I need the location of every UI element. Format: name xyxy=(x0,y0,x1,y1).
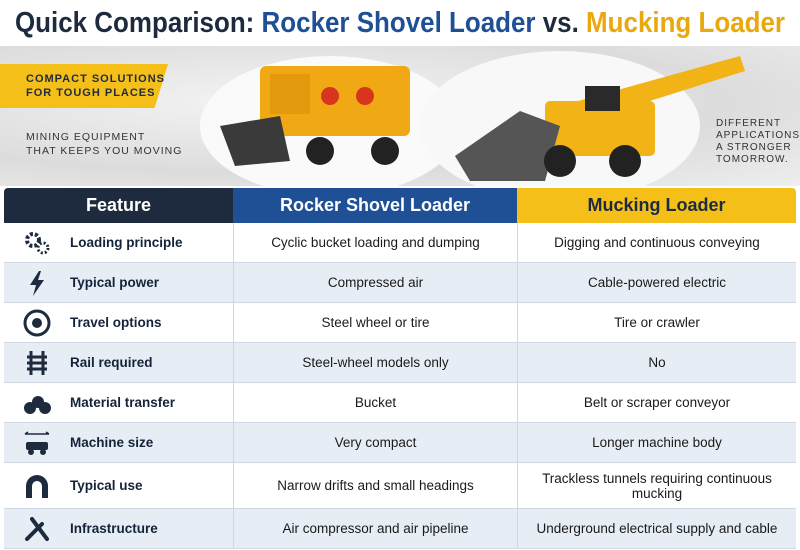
title-joiner: vs. xyxy=(543,7,579,39)
value-cell: Tire or crawler xyxy=(517,303,796,342)
value-cell: Bucket xyxy=(233,383,517,422)
tagline-line: APPLICATIONS. xyxy=(716,130,800,141)
value-cell: Digging and continuous conveying xyxy=(517,223,796,262)
feature-label: Rail required xyxy=(70,355,153,370)
feature-label: Loading principle xyxy=(70,235,183,250)
feature-cell: Rail required xyxy=(4,343,233,382)
table-row: Machine size Very compact Longer machine b… xyxy=(4,423,796,463)
tagline-line: A STRONGER xyxy=(716,142,792,153)
feature-icon xyxy=(24,395,51,414)
title-bar: Quick Comparison: Rocker Shovel Loader v… xyxy=(15,7,785,39)
title-left: Rocker Shovel Loader xyxy=(262,7,536,39)
table-row: Typical power Compressed air Cable-powered… xyxy=(4,263,796,303)
feature-icon xyxy=(30,270,44,296)
feature-cell: Travel options xyxy=(4,303,233,342)
value-cell: Cable-powered electric xyxy=(517,263,796,302)
hero-art xyxy=(200,51,745,186)
feature-icon xyxy=(24,430,50,455)
value-cell: Very compact xyxy=(233,423,517,462)
value-cell: Air compressor and air pipeline xyxy=(233,509,517,548)
value-cell: No xyxy=(517,343,796,382)
rocker-shovel-illustration xyxy=(220,66,410,166)
feature-label: Infrastructure xyxy=(70,521,158,536)
value-cell: Belt or scraper conveyor xyxy=(517,383,796,422)
feature-cell: Loading principle xyxy=(4,223,233,262)
table-row: Travel options Steel wheel or tire Tire or… xyxy=(4,303,796,343)
column-header: Mucking Loader xyxy=(517,188,796,223)
feature-label: Travel options xyxy=(70,315,162,330)
comparison-table: Feature Rocker Shovel Loader Mucking Loade… xyxy=(4,188,796,549)
feature-cell: Material transfer xyxy=(4,383,233,422)
value-cell: Compressed air xyxy=(233,263,517,302)
feature-label: Material transfer xyxy=(70,395,176,410)
banner xyxy=(0,64,168,108)
feature-label: Typical use xyxy=(70,478,143,493)
feature-label: Machine size xyxy=(70,435,154,450)
value-cell: Cyclic bucket loading and dumping xyxy=(233,223,517,262)
table-row: Rail required Steel-wheel models only No xyxy=(4,343,796,383)
table-row: Typical use Narrow drifts and small headi… xyxy=(4,463,796,509)
hero: COMPACT SOLUTIONS FOR TOUGH PLACES MINING… xyxy=(0,46,800,186)
tagline-line: DIFFERENT xyxy=(716,118,782,129)
mucking-loader-illustration xyxy=(455,56,745,181)
value-cell: Trackless tunnels requiring continuous m… xyxy=(517,463,796,508)
table-row: Infrastructure Air compressor and air pip… xyxy=(4,509,796,549)
tagline-line: TOMORROW. xyxy=(716,154,789,165)
feature-cell: Typical power xyxy=(4,263,233,302)
feature-label: Typical power xyxy=(70,275,160,290)
table-row: Material transfer Bucket Belt or scraper c… xyxy=(4,383,796,423)
value-cell: Underground electrical supply and cable xyxy=(517,509,796,548)
feature-cell: Infrastructure xyxy=(4,509,233,548)
tagline-line: MINING EQUIPMENT xyxy=(26,131,146,143)
title-right: Mucking Loader xyxy=(586,7,785,39)
tagline-line: THAT KEEPS YOU MOVING xyxy=(26,145,183,157)
page-title: Quick Comparison: Rocker Shovel Loader v… xyxy=(15,7,785,39)
value-cell: Longer machine body xyxy=(517,423,796,462)
feature-icon xyxy=(23,309,51,336)
column-header: Rocker Shovel Loader xyxy=(233,188,517,223)
column-header: Feature xyxy=(4,188,233,223)
value-cell: Steel wheel or tire xyxy=(233,303,517,342)
left-subtitle: MINING EQUIPMENT THAT KEEPS YOU MOVING xyxy=(26,130,182,158)
feature-icon xyxy=(26,474,48,498)
feature-icon xyxy=(25,231,50,254)
header-row: Feature Rocker Shovel Loader Mucking Loade… xyxy=(4,188,796,223)
feature-cell: Typical use xyxy=(4,463,233,508)
value-cell: Steel-wheel models only xyxy=(233,343,517,382)
title-lead: Quick Comparison: xyxy=(15,7,254,39)
value-cell: Narrow drifts and small headings xyxy=(233,463,517,508)
feature-cell: Machine size xyxy=(4,423,233,462)
feature-icon xyxy=(25,516,49,541)
tagline-line: COMPACT SOLUTIONS xyxy=(26,73,166,85)
right-tagline: DIFFERENT APPLICATIONS. A STRONGER TOMORROW… xyxy=(716,118,800,166)
table-row: Loading principle Cyclic bucket loading a… xyxy=(4,223,796,263)
feature-icon xyxy=(27,350,47,375)
tagline-line: FOR TOUGH PLACES xyxy=(26,87,156,99)
left-tagline: COMPACT SOLUTIONS FOR TOUGH PLACES xyxy=(26,72,165,100)
